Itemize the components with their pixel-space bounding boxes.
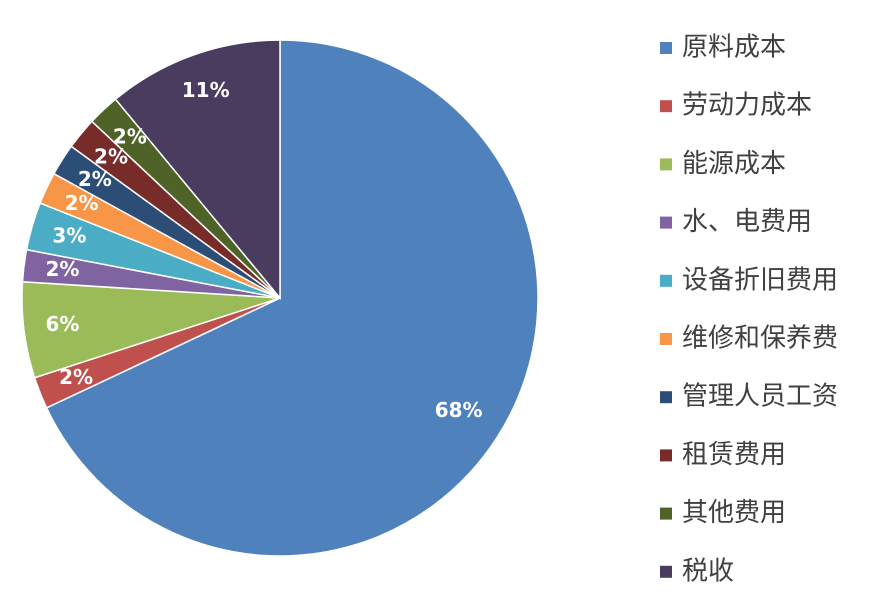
data-label: 11%	[182, 78, 230, 102]
legend-swatch	[660, 507, 672, 520]
legend-swatch	[660, 333, 672, 345]
legend-label: 水、电费用	[682, 207, 812, 237]
legend-swatch	[660, 158, 672, 171]
legend-swatch	[660, 100, 672, 113]
legend-label: 税收	[682, 556, 734, 586]
pie-slice	[114, 39, 281, 301]
data-label: 2%	[65, 191, 99, 215]
legend-swatch	[660, 565, 672, 578]
legend-label: 管理人员工资	[682, 382, 838, 412]
legend-label: 劳动力成本	[682, 91, 812, 121]
legend-label: 租赁费用	[682, 440, 786, 470]
legend-label: 原料成本	[682, 33, 786, 63]
legend-swatch	[660, 449, 672, 462]
data-label: 6%	[45, 312, 79, 336]
data-label: 68%	[435, 398, 483, 422]
data-label: 2%	[78, 167, 112, 191]
data-label: 3%	[52, 223, 86, 247]
data-label: 2%	[94, 145, 128, 169]
legend-swatch	[660, 216, 672, 229]
pie-slice	[45, 39, 539, 557]
data-label: 2%	[45, 257, 79, 281]
legend-label: 其他费用	[682, 498, 786, 528]
legend-label: 维修和保养费	[682, 324, 838, 354]
legend-swatch	[660, 42, 672, 54]
legend-label: 设备折旧费用	[682, 265, 838, 295]
legend-label: 能源成本	[682, 149, 786, 179]
legend-swatch	[660, 391, 672, 404]
legend-swatch	[660, 274, 672, 287]
data-label: 2%	[59, 365, 93, 389]
data-label: 2%	[113, 125, 147, 149]
